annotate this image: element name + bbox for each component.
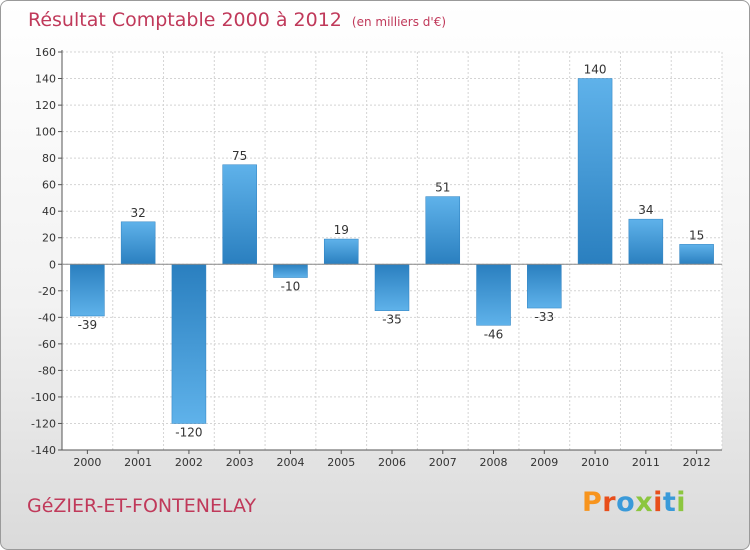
y-tick-label: 120: [35, 99, 56, 112]
y-tick-label: 140: [35, 73, 56, 86]
proxiti-logo[interactable]: Proxiti: [582, 487, 686, 518]
x-tick-label-2008: 2008: [480, 456, 508, 469]
bar-2000: [70, 264, 105, 317]
logo-letter: x: [635, 487, 654, 518]
bar-2007: [425, 196, 461, 265]
y-tick-label: 20: [42, 232, 56, 245]
value-label-2012: 15: [689, 228, 704, 242]
bar-2012: [679, 244, 714, 265]
value-label-2005: 19: [334, 223, 349, 237]
x-tick-label-2005: 2005: [327, 456, 355, 469]
value-label-2003: 75: [232, 149, 247, 163]
bar-2008: [476, 264, 511, 326]
y-tick-label: -100: [31, 391, 56, 404]
value-label-2011: 34: [638, 203, 653, 217]
logo-letter: t: [662, 487, 677, 518]
x-tick-label-2007: 2007: [429, 456, 457, 469]
y-tick-label: 80: [42, 152, 56, 165]
x-tick-label-2009: 2009: [530, 456, 558, 469]
city-name: GéZIER-ET-FONTENELAY: [27, 495, 257, 517]
bar-2011: [628, 218, 664, 265]
y-tick-label: -80: [38, 364, 56, 377]
y-tick-label: -20: [38, 285, 56, 298]
bar-2005: [323, 238, 359, 265]
chart-title: Résultat Comptable 2000 à 2012: [28, 9, 342, 31]
x-tick-label-2006: 2006: [378, 456, 406, 469]
y-tick-label: 100: [35, 126, 56, 139]
value-label-2008: -46: [484, 327, 504, 341]
y-tick-label: -140: [31, 444, 56, 457]
value-label-2007: 51: [435, 181, 450, 195]
logo-letter: i: [676, 487, 687, 518]
logo-letter: r: [602, 487, 617, 518]
y-tick-label: 40: [42, 205, 56, 218]
bar-2006: [374, 264, 410, 311]
chart-unit: (en milliers d'€): [351, 15, 447, 29]
x-tick-label-2010: 2010: [581, 456, 609, 469]
value-label-2002: -120: [175, 425, 202, 439]
x-tick-label-2002: 2002: [175, 456, 203, 469]
y-tick-label: 0: [49, 258, 56, 271]
x-tick-label-2012: 2012: [683, 456, 711, 469]
y-tick-label: 60: [42, 179, 56, 192]
bar-2009: [527, 264, 562, 309]
plot-area: [62, 52, 722, 450]
value-label-2006: -35: [382, 313, 402, 327]
value-label-2009: -33: [535, 310, 555, 324]
chart-title-block: Résultat Comptable 2000 à 2012 (en millie…: [28, 9, 446, 31]
value-label-2004: -10: [281, 280, 301, 294]
bar-2004: [273, 264, 308, 278]
x-tick-label-2000: 2000: [73, 456, 101, 469]
x-tick-label-2011: 2011: [632, 456, 660, 469]
bar-2003: [222, 164, 257, 265]
x-tick-label-2004: 2004: [276, 456, 304, 469]
logo-letter: i: [653, 487, 663, 518]
bar-2001: [120, 221, 156, 265]
y-tick-label: -120: [31, 417, 56, 430]
y-tick-label: -40: [38, 311, 56, 324]
value-label-2010: 140: [584, 63, 607, 77]
logo-letter: P: [582, 487, 603, 518]
y-tick-label: 160: [35, 46, 56, 59]
bar-2010: [577, 78, 613, 265]
y-tick-label: -60: [38, 338, 56, 351]
bar-2002: [171, 264, 207, 424]
x-tick-label-2003: 2003: [226, 456, 254, 469]
value-label-2001: 32: [131, 206, 146, 220]
value-label-2000: -39: [78, 318, 98, 332]
x-tick-label-2001: 2001: [124, 456, 152, 469]
logo-letter: o: [616, 487, 636, 518]
